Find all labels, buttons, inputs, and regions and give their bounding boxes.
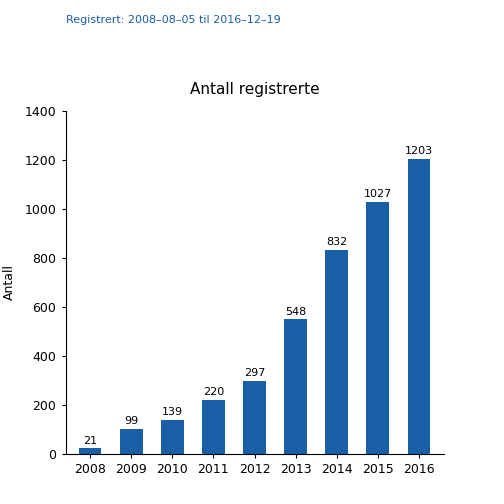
Text: Registrert: 2008–08–05 til 2016–12–19: Registrert: 2008–08–05 til 2016–12–19 (66, 15, 280, 25)
Text: 1203: 1203 (405, 146, 433, 156)
Bar (284, 320, 307, 454)
Text: 21: 21 (83, 435, 97, 446)
Bar (366, 202, 389, 454)
Bar (161, 419, 183, 454)
Title: Antall registrerte: Antall registrerte (190, 82, 320, 97)
Text: 99: 99 (124, 416, 139, 426)
Bar (243, 381, 266, 454)
Bar (79, 449, 101, 454)
Bar (202, 400, 225, 454)
Text: 297: 297 (244, 368, 265, 378)
Y-axis label: Antall: Antall (4, 264, 16, 300)
Text: 548: 548 (285, 306, 306, 317)
Bar (120, 429, 143, 454)
Text: 139: 139 (162, 407, 183, 417)
Text: 832: 832 (326, 237, 347, 247)
Bar (326, 250, 348, 454)
Bar (408, 159, 430, 454)
Text: 220: 220 (203, 387, 224, 397)
Text: 1027: 1027 (364, 190, 392, 199)
